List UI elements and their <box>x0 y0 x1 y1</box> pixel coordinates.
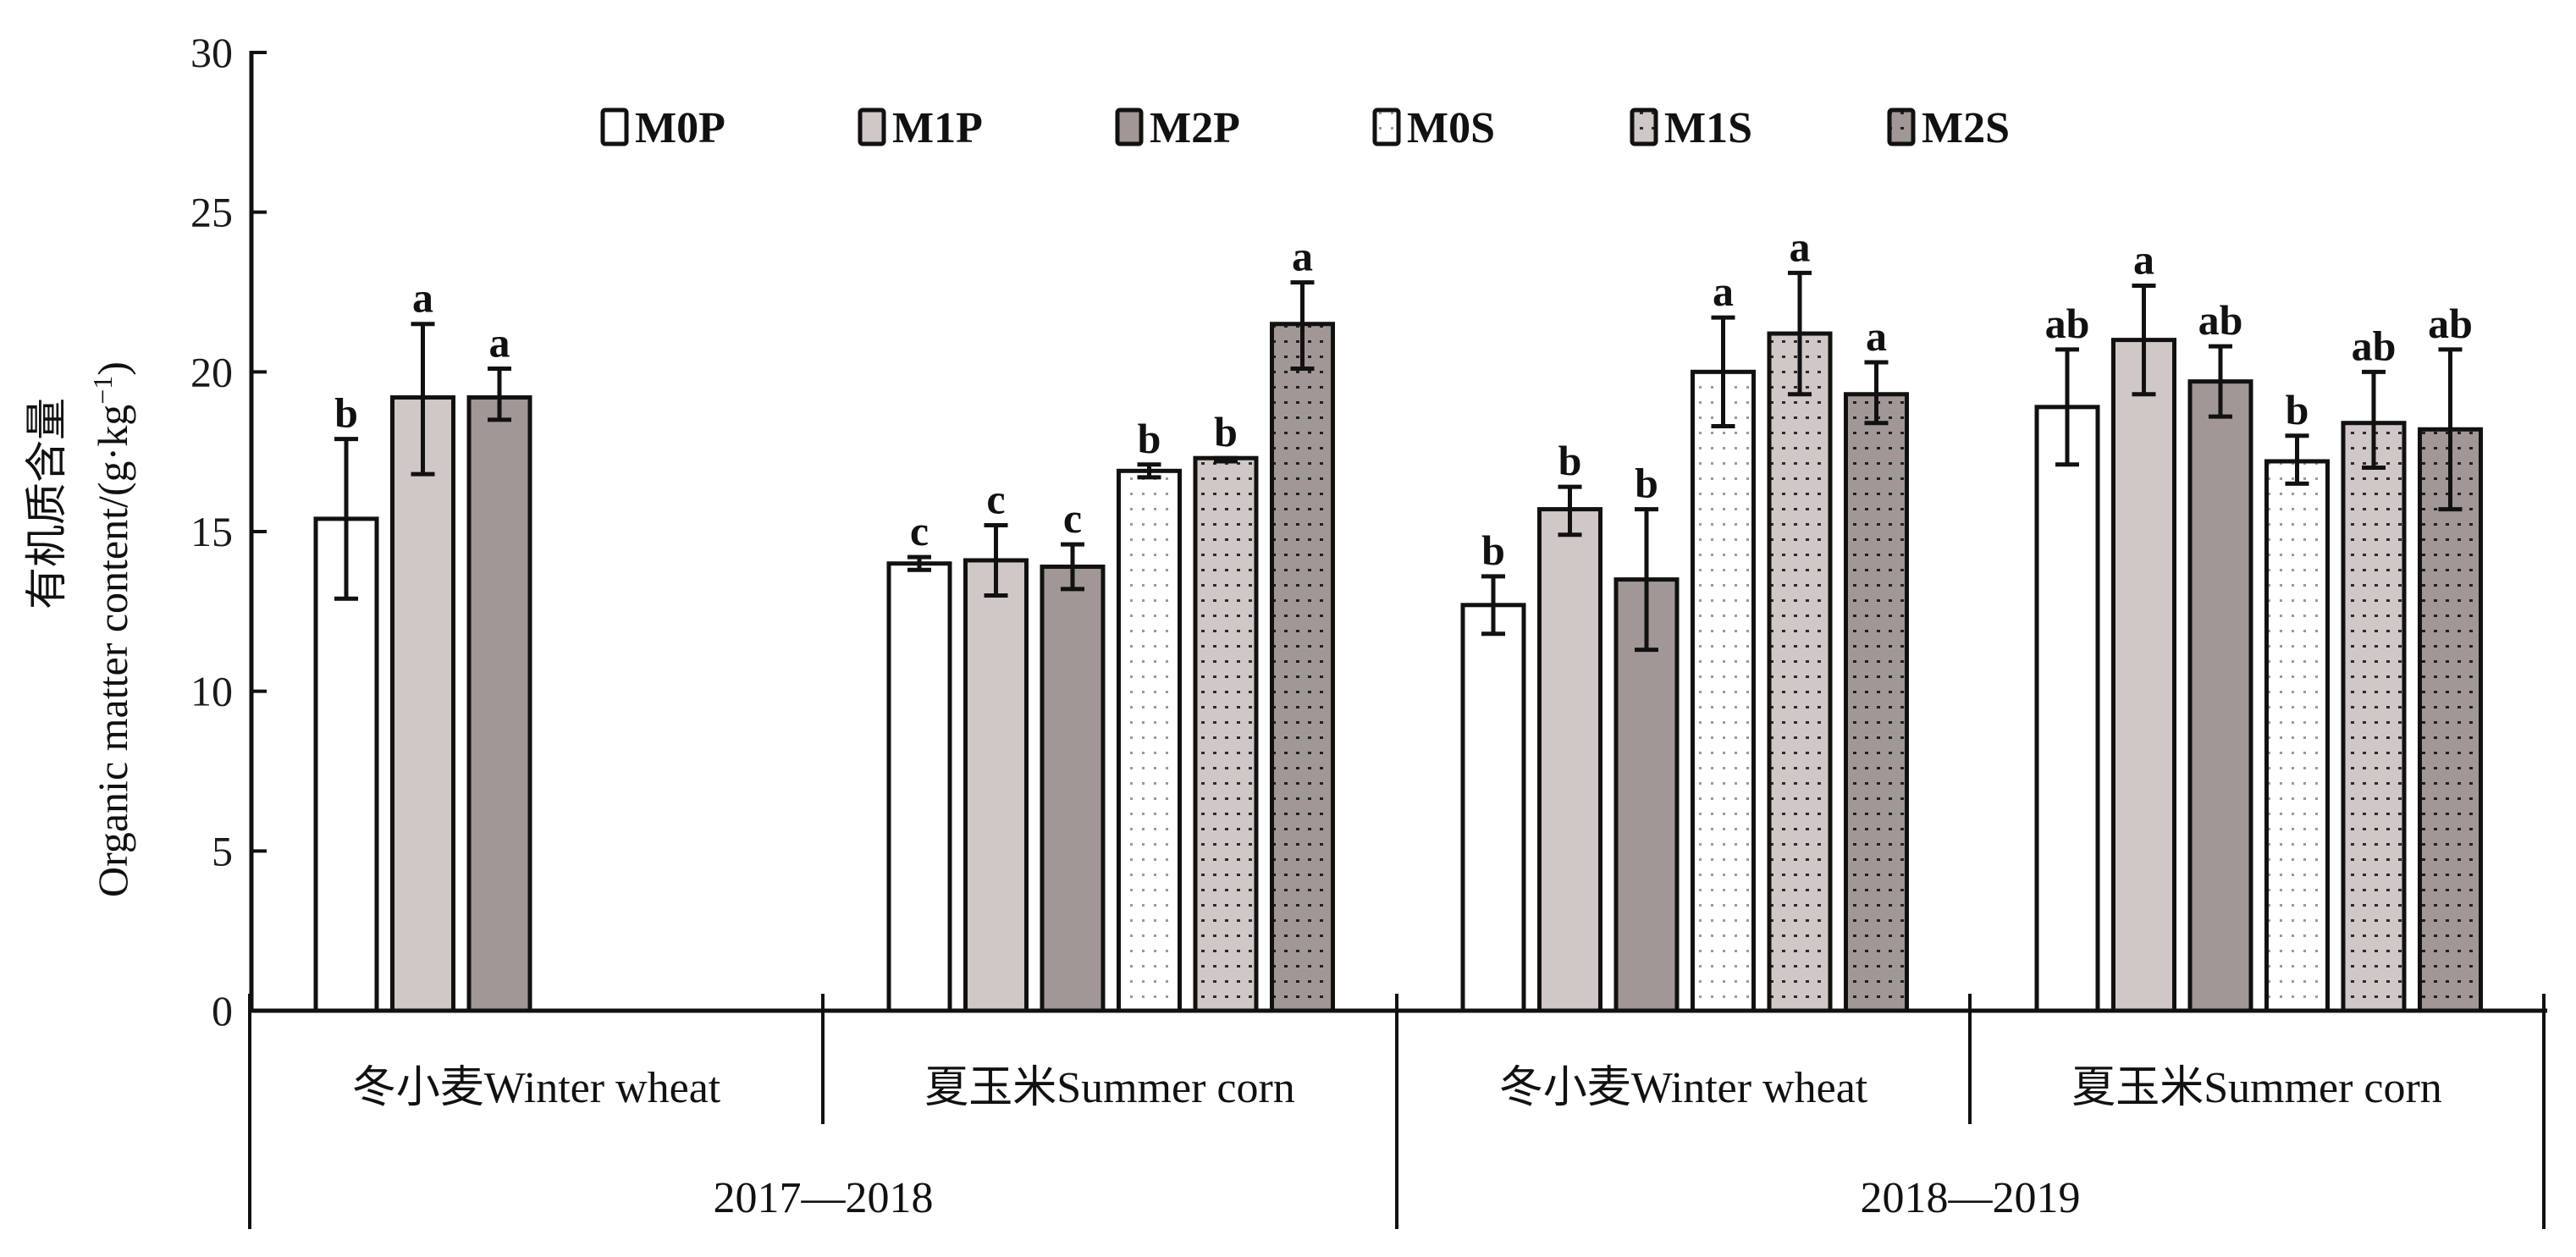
y-axis-title-en-main: Organic matter content/(g·kg <box>89 405 136 897</box>
bar-m1p <box>1537 507 1602 1013</box>
y-tick-label: 5 <box>212 827 233 874</box>
legend-item-m1p: M1P <box>858 104 983 152</box>
significance-label: ab <box>2045 300 2090 347</box>
legend-item-m2s: M2S <box>1887 104 2010 152</box>
significance-label: b <box>1214 408 1238 455</box>
legend-swatch <box>858 108 886 146</box>
significance-label: ab <box>2198 296 2243 344</box>
bar-m1p <box>390 395 455 1013</box>
y-axis-title-en-close: ) <box>89 361 136 376</box>
significance-label: b <box>1558 437 1582 484</box>
bar-m0p <box>886 561 952 1013</box>
y-tick-label: 30 <box>190 29 233 76</box>
legend-item-m0p: M0P <box>600 104 725 152</box>
y-tick-label: 15 <box>190 508 233 555</box>
significance-label: a <box>412 274 433 322</box>
bar-m0p <box>1460 603 1526 1013</box>
y-tick-label: 0 <box>212 987 233 1034</box>
significance-label: a <box>2133 235 2154 283</box>
significance-label: c <box>910 507 929 554</box>
legend-label: M1P <box>892 104 983 152</box>
bar-m2s <box>2418 427 2483 1013</box>
legend: M0P M1P M2P M0S M1S M2S <box>600 104 2010 152</box>
legend-label: M0S <box>1407 104 1495 152</box>
y-axis-title-cn: 有机质含量 <box>23 398 70 609</box>
significance-label: a <box>1866 312 1887 360</box>
legend-swatch <box>1372 108 1401 146</box>
crop-label: 夏玉米Summer corn <box>924 1064 1295 1112</box>
bar-m2p <box>466 395 532 1013</box>
crop-label: 冬小麦Winter wheat <box>1499 1064 1868 1112</box>
legend-swatch <box>1630 108 1658 146</box>
bar-m2p <box>2187 379 2253 1013</box>
bar-m1s <box>2341 421 2407 1013</box>
significance-label: c <box>1063 494 1082 542</box>
significance-label: b <box>1138 415 1161 462</box>
y-tick-label: 25 <box>190 189 233 236</box>
bar-m1p <box>2111 338 2176 1013</box>
significance-label: a <box>1713 267 1734 315</box>
significance-label: c <box>986 475 1005 522</box>
season-label: 2017—2018 <box>714 1174 934 1222</box>
bar-m0s <box>1117 468 1182 1013</box>
crop-label: 冬小麦Winter wheat <box>352 1064 721 1112</box>
bar-m0s <box>1691 369 1756 1013</box>
bar-m1s <box>1193 455 1259 1013</box>
y-axis: 0 5 10 15 20 25 30 <box>190 29 267 1034</box>
significance-label: a <box>489 319 510 367</box>
crop-label: 夏玉米Summer corn <box>2071 1064 2442 1112</box>
bar-m0p <box>313 516 379 1013</box>
significance-label: a <box>1790 223 1811 270</box>
bar-group-0: b a a <box>313 274 532 1013</box>
bar-m1s <box>1767 331 1833 1013</box>
bar-m0s <box>2264 459 2330 1013</box>
y-axis-title-en-sup: −1 <box>87 376 118 405</box>
significance-label: b <box>1635 460 1658 507</box>
y-axis-title-en: Organic matter content/(g·kg−1) <box>87 361 136 897</box>
legend-item-m0s: M0S <box>1372 104 1495 152</box>
legend-label: M2P <box>1150 104 1240 152</box>
legend-item-m2p: M2P <box>1115 104 1240 152</box>
significance-label: b <box>2286 386 2309 433</box>
legend-swatch <box>1887 108 1916 146</box>
y-axis-title: 有机质含量 Organic matter content/(g·kg−1) <box>23 361 136 897</box>
legend-label: M1S <box>1664 104 1752 152</box>
significance-label: ab <box>2428 300 2473 347</box>
x-axis: 冬小麦Winter wheat 夏玉米Summer corn 冬小麦Winter w… <box>248 994 2547 1229</box>
bar-m1p <box>963 558 1029 1013</box>
legend-label: M0P <box>635 104 725 152</box>
significance-label: ab <box>2352 322 2397 369</box>
legend-swatch <box>1115 108 1144 146</box>
significance-label: a <box>1292 233 1313 280</box>
bar-group-2: b b b a a a <box>1460 223 1909 1013</box>
bar-m2s <box>1844 392 1909 1013</box>
legend-label: M2S <box>1922 104 2010 152</box>
season-label: 2018—2019 <box>1861 1174 2081 1222</box>
y-tick-label: 20 <box>190 348 233 395</box>
significance-label: b <box>334 389 358 437</box>
y-tick-label: 10 <box>190 668 233 715</box>
significance-label: b <box>1481 527 1505 574</box>
legend-item-m1s: M1S <box>1630 104 1752 152</box>
bar-m2p <box>1040 565 1106 1013</box>
bar-group-1: c c c b b a <box>886 233 1335 1013</box>
legend-swatch <box>600 108 629 146</box>
bar-m0p <box>2034 405 2100 1013</box>
bar-m2s <box>1270 322 1335 1013</box>
